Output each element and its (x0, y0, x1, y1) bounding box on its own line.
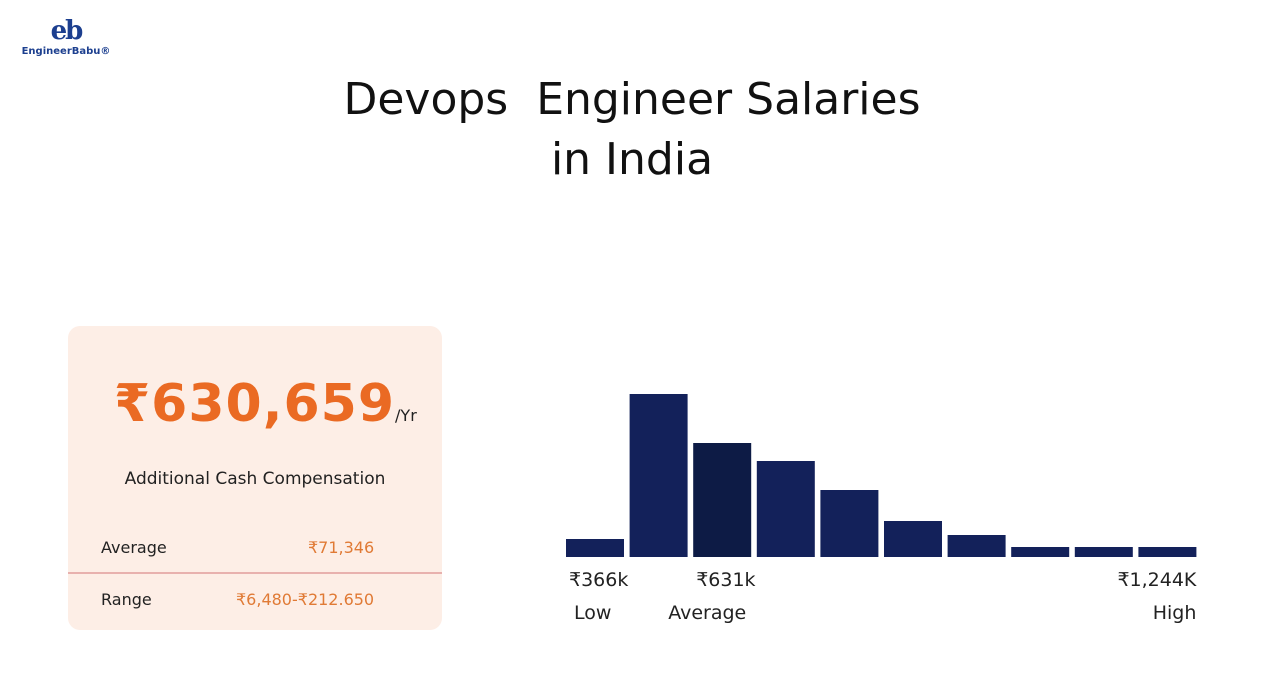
title-line-1: Devops Engineer Salaries (343, 74, 921, 125)
bar-5 (820, 490, 879, 557)
tick-value-average: ₹631k (696, 569, 755, 591)
tick-value-high: ₹1,244K (1117, 569, 1196, 591)
bar-2 (629, 394, 688, 557)
bar-1 (566, 539, 624, 557)
additional-compensation-label: Additional Cash Compensation (124, 469, 386, 489)
divider (68, 572, 442, 574)
bar-3 (693, 443, 752, 557)
tick-label-low: Low (574, 602, 611, 624)
logo: eb EngineerBabu® (14, 18, 118, 57)
salary-value: ₹630,659/Yr (114, 374, 417, 434)
bar-9 (1074, 547, 1133, 557)
average-value: ₹71,346 (308, 538, 375, 557)
title-line-2: in India (550, 134, 714, 185)
salary-card: ₹630,659/Yr Additional Cash Compensation… (68, 326, 442, 630)
logo-mark: eb (50, 16, 84, 46)
tick-value-low: ₹366k (569, 569, 628, 591)
bar-7 (947, 535, 1006, 557)
tick-label-average: Average (668, 602, 746, 624)
logo-text: EngineerBabu® (21, 46, 111, 57)
bar-6 (884, 521, 942, 557)
bar-10 (1138, 547, 1197, 557)
range-label: Range (101, 590, 152, 609)
per-year: /Yr (395, 406, 417, 425)
salary-amount: ₹630,659 (114, 374, 396, 434)
tick-label-high: High (1153, 602, 1197, 624)
bar-4 (756, 461, 815, 557)
bar-8 (1011, 547, 1070, 557)
page-title: Devops Engineer Salaries in India (0, 70, 1264, 190)
average-label: Average (101, 538, 167, 557)
range-value: ₹6,480-₹212.650 (236, 590, 375, 609)
